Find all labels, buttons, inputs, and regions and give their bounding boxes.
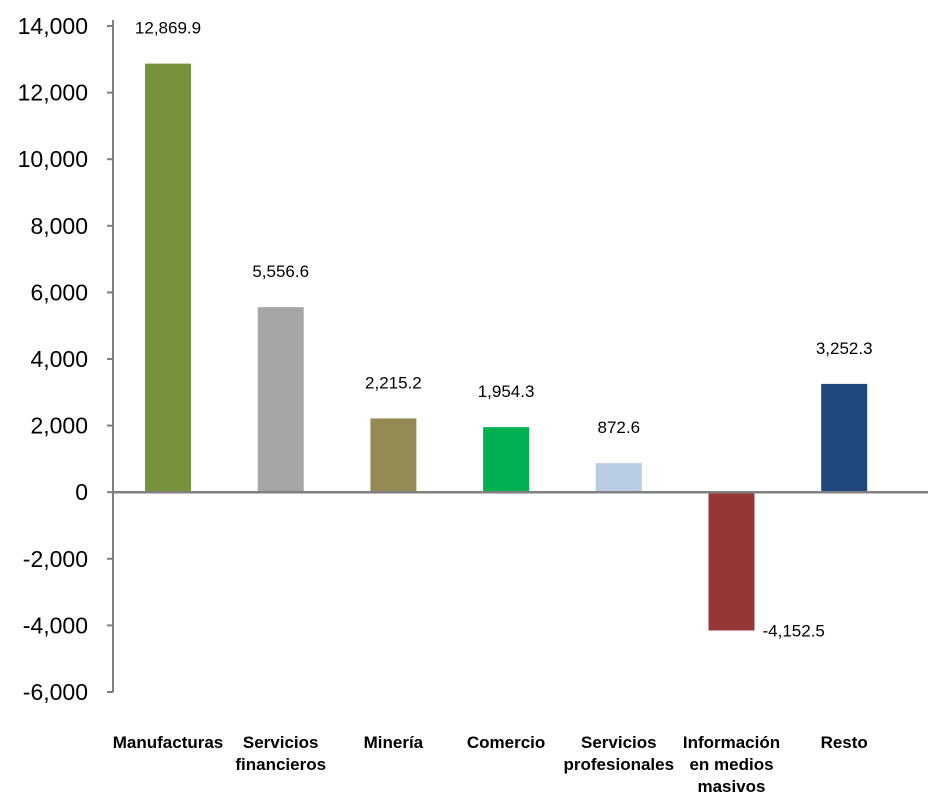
category-label-line: en medios — [689, 755, 773, 774]
bar — [145, 63, 191, 493]
y-tick-label: 8,000 — [30, 213, 88, 239]
bars — [145, 63, 868, 631]
category-label: Minería — [364, 733, 424, 752]
bar — [708, 492, 755, 631]
y-tick-label: 6,000 — [30, 279, 88, 305]
category-label: Resto — [821, 733, 868, 752]
y-axis: 14,000 12,000 10,000 8,000 6,000 4,000 2,000 0 -… — [18, 13, 114, 705]
category-label-line: Minería — [364, 733, 424, 752]
category-label: Manufacturas — [113, 733, 224, 752]
category-label-line: Comercio — [467, 733, 545, 752]
category-label: Información en medios masivos — [683, 733, 780, 796]
category-label: Servicios financieros — [235, 733, 326, 774]
y-tick-label: 14,000 — [18, 13, 88, 39]
y-tick-label: -2,000 — [23, 546, 88, 572]
category-labels: Manufacturas Servicios financieros Minería C… — [113, 733, 868, 796]
bar — [257, 307, 304, 493]
bar — [370, 418, 417, 493]
category-label-line: Información — [683, 733, 780, 752]
data-label: 2,215.2 — [365, 373, 422, 392]
bar — [821, 383, 868, 493]
data-label: -4,152.5 — [763, 621, 825, 640]
category-label-line: masivos — [697, 777, 765, 796]
data-label: 1,954.3 — [478, 382, 535, 401]
bar — [595, 463, 642, 493]
value-labels: 12,869.9 5,556.6 2,215.2 1,954.3 872.6 -4,152… — [135, 19, 873, 641]
y-tick-label: 2,000 — [30, 413, 88, 439]
category-label-line: Resto — [821, 733, 868, 752]
bar — [483, 427, 530, 493]
category-label-line: Servicios — [581, 733, 657, 752]
y-tick-label: 4,000 — [30, 346, 88, 372]
category-label-line: Manufacturas — [113, 733, 224, 752]
y-tick-label: -4,000 — [23, 612, 88, 638]
category-label-line: Servicios — [243, 733, 319, 752]
category-label: Comercio — [467, 733, 545, 752]
y-tick-label: 0 — [75, 479, 88, 505]
data-label: 5,556.6 — [252, 262, 309, 281]
category-label: Servicios profesionales — [564, 733, 675, 774]
category-label-line: profesionales — [564, 755, 675, 774]
y-tick-label: -6,000 — [23, 679, 88, 705]
y-tick-label: 12,000 — [18, 80, 88, 106]
category-label-line: financieros — [235, 755, 326, 774]
data-label: 12,869.9 — [135, 19, 201, 38]
data-label: 3,252.3 — [816, 339, 873, 358]
data-label: 872.6 — [598, 418, 641, 437]
y-tick-label: 10,000 — [18, 146, 88, 172]
